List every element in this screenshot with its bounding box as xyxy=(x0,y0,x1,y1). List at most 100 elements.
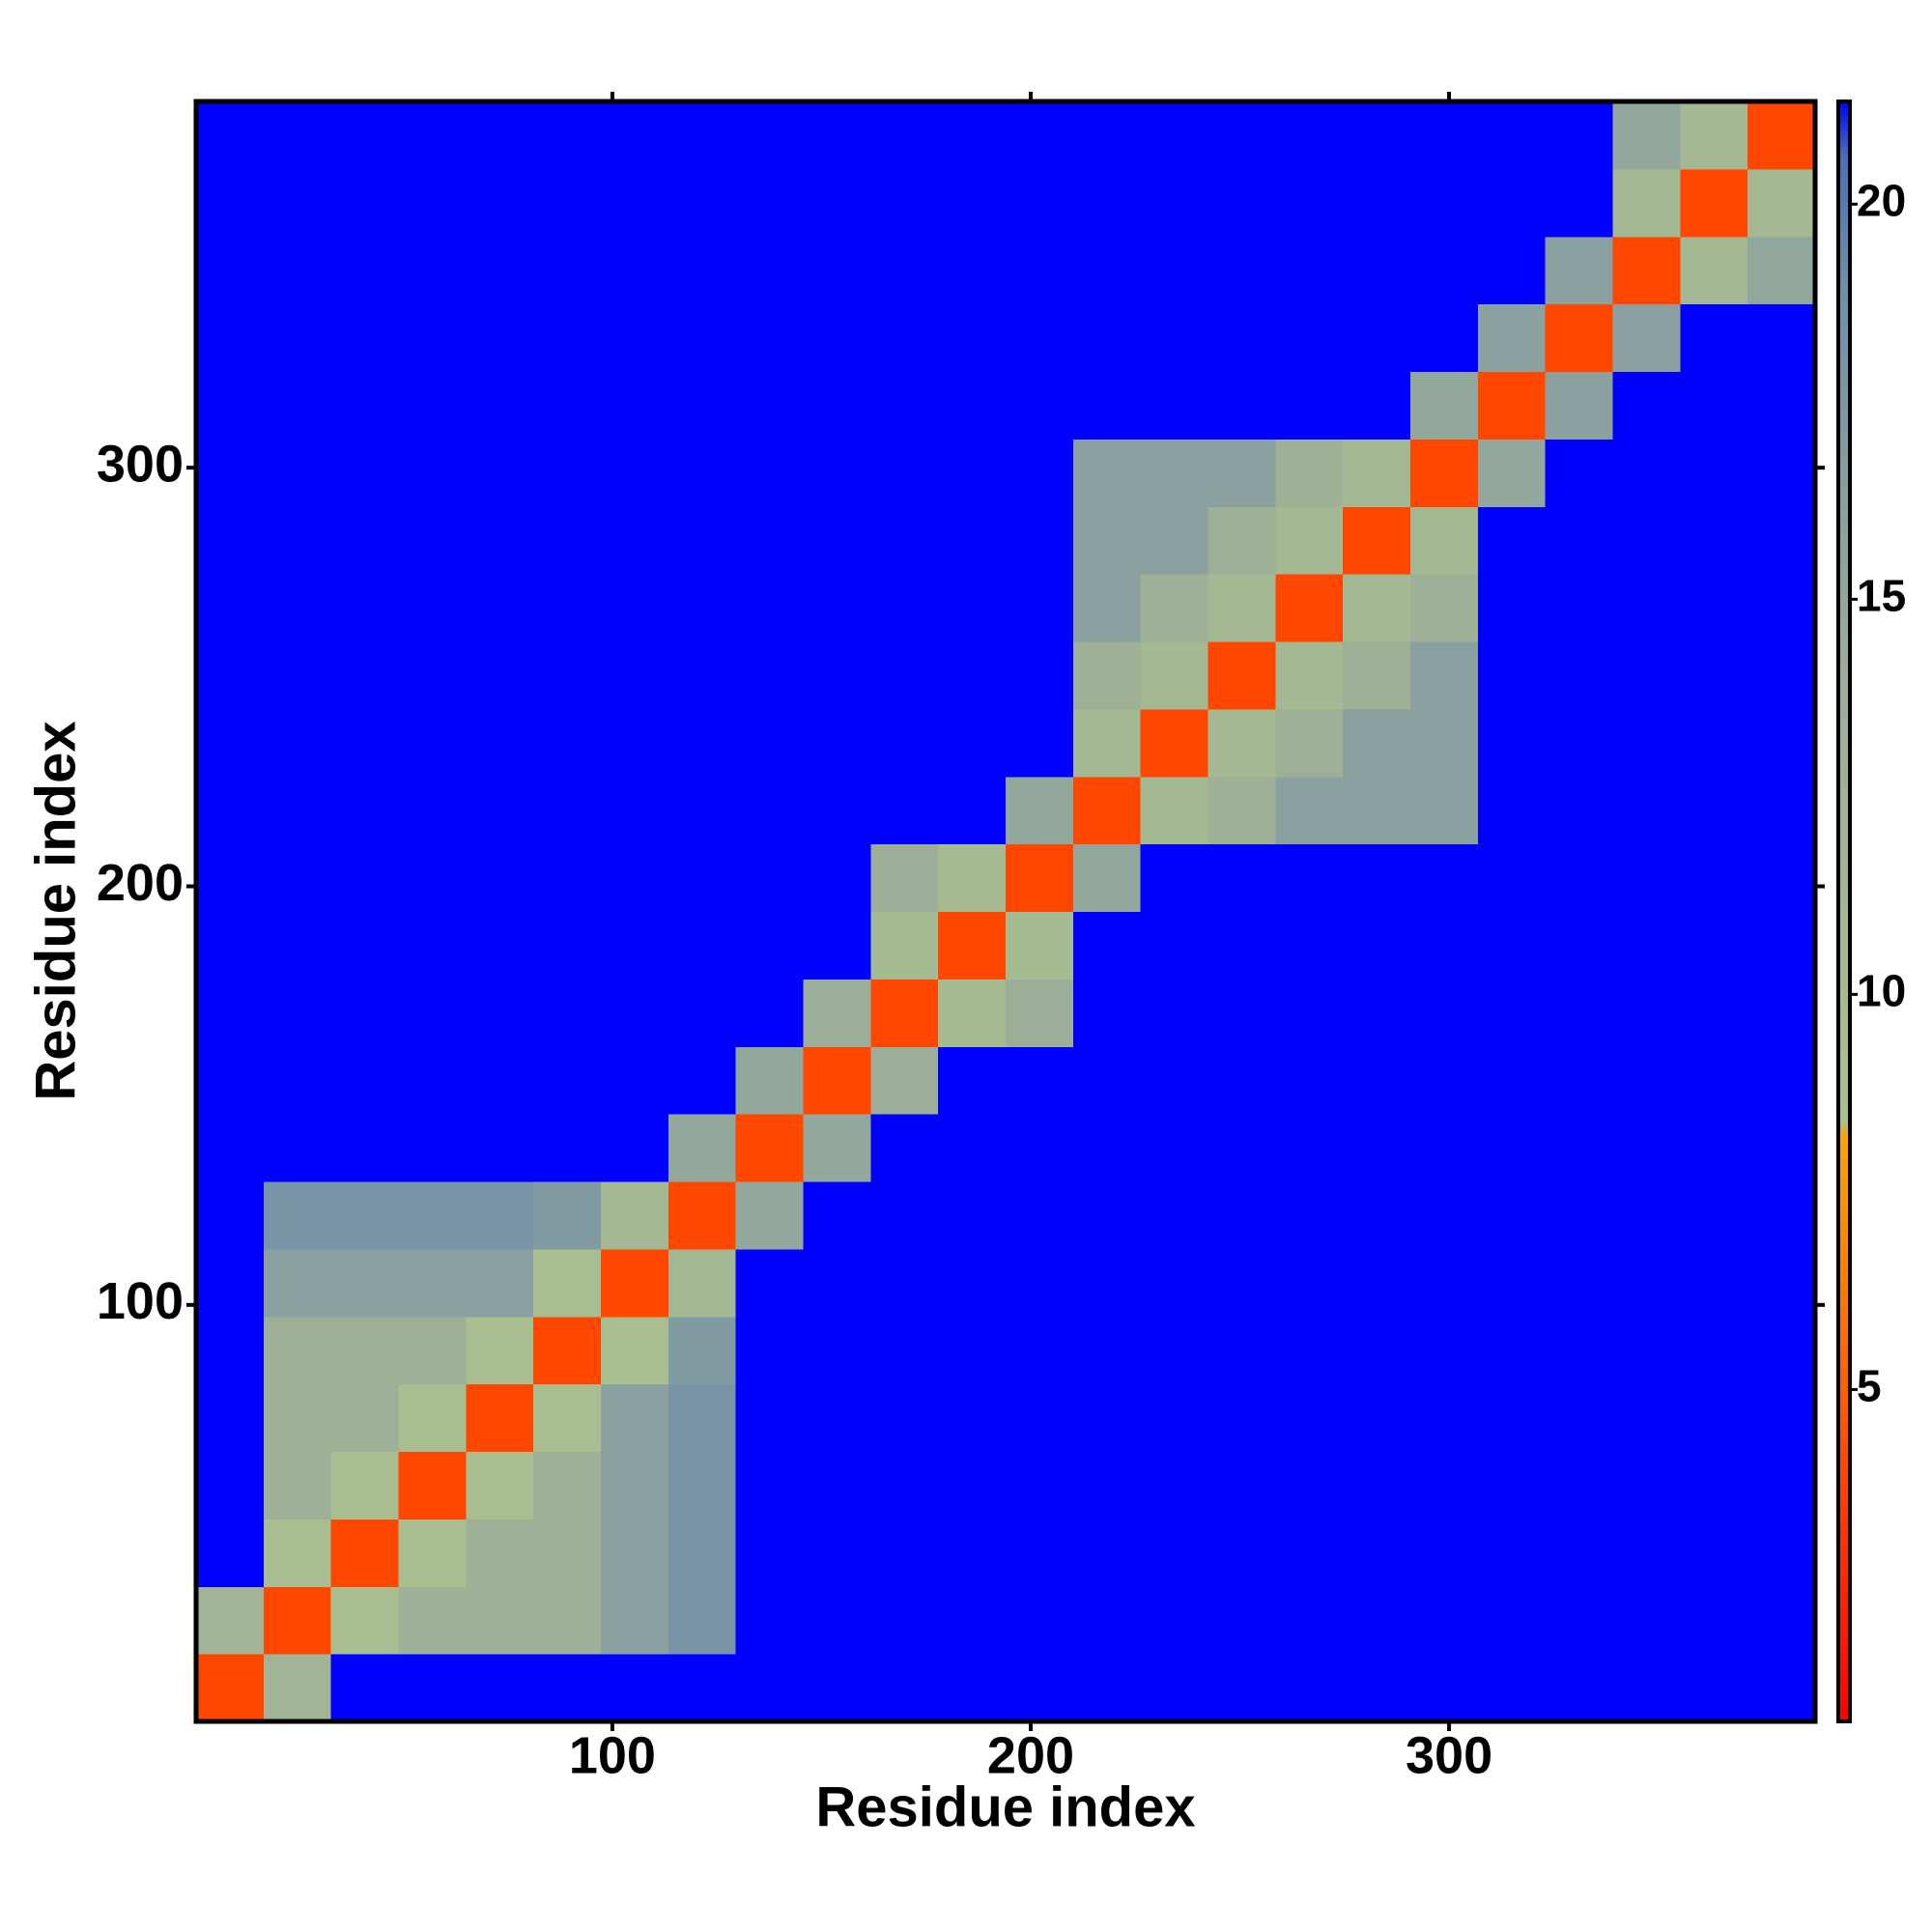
heatmap-cell xyxy=(1477,1181,1547,1250)
heatmap-cell xyxy=(1072,1586,1142,1655)
heatmap-cell xyxy=(1545,1181,1614,1250)
heatmap-cell xyxy=(1140,776,1209,845)
heatmap-cell xyxy=(533,303,602,373)
heatmap-cell xyxy=(1072,1114,1142,1182)
heatmap-cell xyxy=(263,776,332,845)
heatmap-cell xyxy=(803,1316,871,1385)
heatmap-cell xyxy=(1072,1248,1142,1318)
heatmap-cell xyxy=(1612,101,1681,170)
heatmap-cell xyxy=(1410,1654,1479,1722)
heatmap-cell xyxy=(1477,236,1547,305)
heatmap-cell xyxy=(601,101,669,170)
heatmap-cell xyxy=(1208,1451,1276,1520)
heatmap-cell xyxy=(735,1519,805,1587)
x-tick-label: 300 xyxy=(1406,1726,1492,1784)
heatmap-cell xyxy=(330,776,400,845)
heatmap-cell xyxy=(533,776,602,845)
heatmap-cell xyxy=(533,1248,602,1318)
colorbar-tick-label: 10 xyxy=(1857,966,1906,1016)
heatmap-cell xyxy=(1410,776,1479,845)
heatmap-cell xyxy=(330,574,400,642)
heatmap-cell xyxy=(196,506,265,575)
heatmap-cell xyxy=(1006,641,1074,710)
heatmap-cell xyxy=(601,1519,669,1587)
heatmap-cell xyxy=(1006,303,1074,373)
heatmap-cell xyxy=(735,168,805,238)
heatmap-cell xyxy=(1208,1586,1276,1655)
heatmap-cell xyxy=(398,1519,467,1587)
heatmap-cell xyxy=(398,101,467,170)
heatmap-cell xyxy=(1275,101,1344,170)
heatmap-cell xyxy=(1006,101,1074,170)
heatmap-cell xyxy=(938,1451,1007,1520)
heatmap-cell xyxy=(1612,168,1681,238)
heatmap-cell xyxy=(1747,1114,1816,1182)
heatmap-cell xyxy=(1477,1046,1547,1115)
heatmap-cell xyxy=(668,1046,737,1115)
heatmap-cell xyxy=(1208,776,1276,845)
heatmap-cell xyxy=(1680,843,1748,913)
heatmap-cell xyxy=(330,303,400,373)
heatmap-cell xyxy=(938,168,1007,238)
heatmap-cell xyxy=(263,979,332,1047)
heatmap-cell xyxy=(466,1114,534,1182)
heatmap-cell xyxy=(196,1248,265,1318)
heatmap-cell xyxy=(938,101,1007,170)
heatmap-cell xyxy=(870,708,939,778)
heatmap-cell xyxy=(196,303,265,373)
heatmap-cell xyxy=(938,1316,1007,1385)
heatmap-cell xyxy=(398,303,467,373)
heatmap-cell xyxy=(1006,371,1074,440)
heatmap-cell xyxy=(1343,1248,1411,1318)
heatmap-cell xyxy=(938,1586,1007,1655)
y-axis-title: Residue index xyxy=(24,721,87,1100)
heatmap-cell xyxy=(466,1316,534,1385)
heatmap-cell xyxy=(601,506,669,575)
heatmap-cell xyxy=(1343,1046,1411,1115)
heatmap-cell xyxy=(601,371,669,440)
heatmap-cell xyxy=(1343,236,1411,305)
heatmap-cell xyxy=(1477,1586,1547,1655)
heatmap-cell xyxy=(330,101,400,170)
heatmap-cell xyxy=(1410,843,1479,913)
heatmap-cell xyxy=(601,979,669,1047)
heatmap-cell xyxy=(1747,1586,1816,1655)
heatmap-cell xyxy=(870,371,939,440)
heatmap-cell xyxy=(870,979,939,1047)
heatmap-cell xyxy=(1208,1046,1276,1115)
heatmap-cell xyxy=(870,236,939,305)
heatmap-cell xyxy=(1208,506,1276,575)
heatmap-cell xyxy=(398,979,467,1047)
heatmap-cell xyxy=(870,101,939,170)
heatmap-cell xyxy=(398,1586,467,1655)
heatmap-cell xyxy=(398,843,467,913)
heatmap-cell xyxy=(1072,708,1142,778)
heatmap-cell xyxy=(1747,303,1816,373)
heatmap-cell xyxy=(263,1654,332,1722)
heatmap-cell xyxy=(1140,506,1209,575)
heatmap-cell xyxy=(735,439,805,507)
heatmap-cell xyxy=(1006,1181,1074,1250)
heatmap-cell xyxy=(1072,1181,1142,1250)
heatmap-cell xyxy=(1006,776,1074,845)
x-tick-label: 100 xyxy=(569,1726,656,1784)
heatmap-cell xyxy=(1208,371,1276,440)
heatmap-cell xyxy=(668,101,737,170)
heatmap-cell xyxy=(1072,1046,1142,1115)
heatmap-cell xyxy=(1477,1451,1547,1520)
heatmap-cell xyxy=(330,1248,400,1318)
heatmap-cell xyxy=(1208,708,1276,778)
heatmap-cell xyxy=(196,101,265,170)
heatmap-cell xyxy=(1208,439,1276,507)
heatmap-cell xyxy=(1140,1316,1209,1385)
heatmap-cell xyxy=(533,843,602,913)
heatmap-cell xyxy=(1410,1451,1479,1520)
heatmap-cell xyxy=(735,1046,805,1115)
heatmap-cell xyxy=(1140,1654,1209,1722)
heatmap-cell xyxy=(1545,168,1614,238)
heatmap-cell xyxy=(601,439,669,507)
heatmap-cell xyxy=(330,1451,400,1520)
heatmap-cell xyxy=(668,1383,737,1453)
heatmap-cell xyxy=(1410,979,1479,1047)
heatmap-cell xyxy=(1275,708,1344,778)
